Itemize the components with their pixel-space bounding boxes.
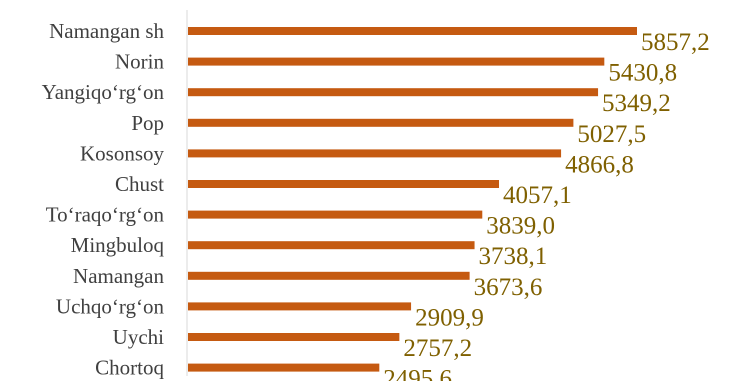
category-label-2: Norin — [115, 50, 164, 74]
value-label-3: 5349,2 — [602, 90, 671, 117]
bar-4 — [188, 118, 574, 127]
category-label-11: Uychi — [113, 325, 164, 349]
bar-12 — [188, 363, 380, 372]
bar-7 — [188, 210, 483, 219]
value-label-4: 5027,5 — [577, 121, 646, 148]
category-label-9: Namangan — [73, 264, 164, 288]
value-label-5: 4866,8 — [565, 151, 634, 178]
bar-11 — [188, 333, 400, 341]
value-labels-group: 5857,2 5430,8 5349,2 5027,5 4866,8 4057,1 3839… — [383, 29, 709, 381]
value-label-10: 2909,9 — [415, 304, 484, 331]
value-label-12: 2495,6 — [383, 366, 452, 381]
value-label-6: 4057,1 — [503, 182, 572, 209]
category-label-8: Mingbuloq — [71, 233, 165, 257]
category-label-10: Uchqo‘rg‘on — [56, 294, 165, 318]
value-label-8: 3738,1 — [479, 243, 548, 270]
category-label-5: Kosonsoy — [80, 141, 165, 165]
category-labels-group: Namangan sh Norin Yangiqo‘rg‘on Pop Kosonsoy… — [42, 19, 165, 380]
value-label-1: 5857,2 — [641, 29, 710, 56]
category-label-3: Yangiqo‘rg‘on — [42, 80, 165, 104]
bar-3 — [188, 88, 599, 97]
bar-2 — [188, 57, 605, 66]
bar-5 — [188, 149, 562, 158]
value-label-7: 3839,0 — [486, 213, 555, 240]
category-label-6: Chust — [115, 172, 164, 196]
category-label-7: To‘raqo‘rg‘on — [46, 203, 165, 227]
category-label-1: Namangan sh — [49, 19, 164, 43]
bar-6 — [188, 180, 500, 188]
bar-10 — [188, 302, 412, 311]
value-label-11: 2757,2 — [403, 335, 472, 362]
bar-9 — [188, 271, 470, 280]
bar-8 — [188, 241, 475, 250]
bar-1 — [188, 27, 637, 35]
bars-group — [188, 27, 637, 372]
category-label-4: Pop — [131, 111, 164, 135]
value-label-9: 3673,6 — [474, 274, 543, 301]
category-label-12: Chortoq — [95, 356, 164, 380]
value-label-2: 5430,8 — [608, 60, 677, 87]
